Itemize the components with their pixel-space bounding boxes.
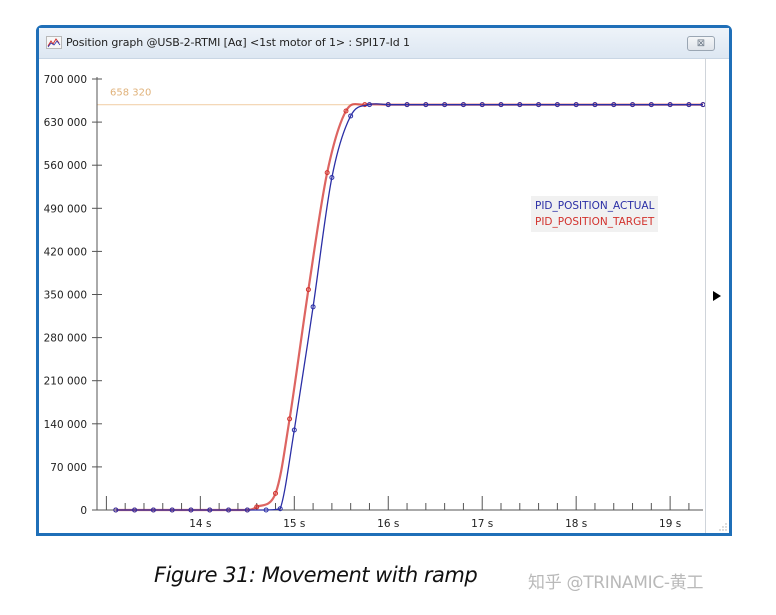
y-tick-label: 140 000 xyxy=(44,419,87,431)
data-point-marker xyxy=(592,102,598,108)
data-point-marker xyxy=(667,102,673,108)
position-chart[interactable]: 658 320 0 70 000 140 000 210 000 280 000 350 0… xyxy=(39,58,705,536)
window-title: Position graph @USB-2-RTMI [Aα] <1st mot… xyxy=(66,36,410,49)
plot-area[interactable]: 658 320 0 70 000 140 000 210 000 280 000 350 0… xyxy=(39,58,729,533)
data-point-marker xyxy=(404,102,410,108)
data-point-marker xyxy=(226,507,232,513)
data-point-marker xyxy=(611,102,617,108)
y-tick-label: 630 000 xyxy=(44,117,87,129)
window-titlebar[interactable]: Position graph @USB-2-RTMI [Aα] <1st mot… xyxy=(39,28,729,59)
data-point-marker xyxy=(263,507,269,513)
data-point-marker xyxy=(244,507,250,513)
data-point-marker xyxy=(310,304,316,310)
y-tick-label: 700 000 xyxy=(44,74,87,86)
data-point-marker xyxy=(277,506,283,512)
y-tick-label: 0 xyxy=(80,505,87,517)
data-point-marker xyxy=(324,170,330,176)
resize-grip-icon[interactable] xyxy=(719,523,727,531)
y-tick-label: 70 000 xyxy=(50,462,87,474)
data-point-marker xyxy=(630,102,636,108)
position-graph-window: Position graph @USB-2-RTMI [Aα] <1st mot… xyxy=(36,25,732,536)
close-icon: ⊠ xyxy=(696,38,706,49)
data-point-marker xyxy=(348,113,354,119)
data-point-marker xyxy=(517,102,523,108)
data-point-marker xyxy=(498,102,504,108)
data-point-marker xyxy=(169,507,175,513)
x-tick-label: 14 s xyxy=(189,518,211,530)
x-tick-label: 15 s xyxy=(283,518,305,530)
data-point-marker xyxy=(343,108,349,114)
data-point-marker xyxy=(305,287,311,293)
data-point-marker xyxy=(254,504,260,510)
chart-legend: PID_POSITION_ACTUAL PID_POSITION_TARGET xyxy=(531,196,659,232)
y-tick-label: 210 000 xyxy=(44,376,87,388)
y-tick-label: 490 000 xyxy=(44,203,87,215)
expand-panel-arrow-icon[interactable] xyxy=(713,291,721,301)
y-tick-label: 280 000 xyxy=(44,333,87,345)
close-button[interactable]: ⊠ xyxy=(687,36,715,51)
data-point-marker xyxy=(287,416,293,422)
data-point-marker xyxy=(442,102,448,108)
reference-line-label: 658 320 xyxy=(110,88,151,99)
legend-item-target[interactable]: PID_POSITION_TARGET xyxy=(535,216,655,228)
data-point-marker xyxy=(188,507,194,513)
data-point-marker xyxy=(536,102,542,108)
data-point-marker xyxy=(648,102,654,108)
series-line-target xyxy=(115,102,703,512)
data-point-marker xyxy=(291,427,297,433)
data-point-marker xyxy=(273,490,279,496)
figure-caption: Figure 31: Movement with ramp xyxy=(154,563,478,587)
data-point-marker xyxy=(554,102,560,108)
data-point-marker xyxy=(113,507,119,513)
data-point-marker xyxy=(329,175,335,181)
data-point-marker xyxy=(573,102,579,108)
data-point-marker xyxy=(479,102,485,108)
data-point-marker xyxy=(366,102,372,108)
graph-icon xyxy=(46,36,62,49)
legend-item-actual[interactable]: PID_POSITION_ACTUAL xyxy=(535,200,655,212)
data-point-marker xyxy=(385,102,391,108)
y-tick-label: 560 000 xyxy=(44,160,87,172)
data-point-marker xyxy=(460,102,466,108)
x-tick-label: 17 s xyxy=(471,518,493,530)
y-tick-label: 420 000 xyxy=(44,246,87,258)
data-point-marker xyxy=(686,102,692,108)
y-tick-label: 350 000 xyxy=(44,290,87,302)
x-tick-label: 19 s xyxy=(659,518,681,530)
side-panel-divider xyxy=(705,58,706,533)
series-line-actual xyxy=(115,103,703,511)
watermark: 知乎 @TRINAMIC-黄工 xyxy=(528,573,704,593)
data-point-marker xyxy=(132,507,138,513)
data-point-marker xyxy=(150,507,156,513)
x-tick-label: 16 s xyxy=(377,518,399,530)
data-point-marker xyxy=(700,102,705,108)
x-tick-label: 18 s xyxy=(565,518,587,530)
data-point-marker xyxy=(423,102,429,108)
data-point-marker xyxy=(207,507,213,513)
